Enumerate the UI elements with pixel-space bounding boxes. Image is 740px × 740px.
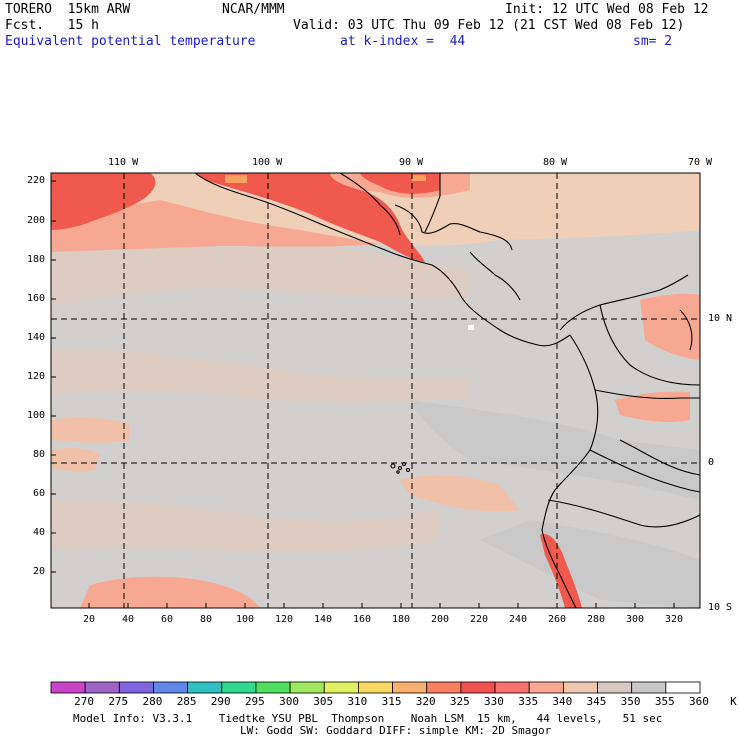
colorbar-swatch	[597, 681, 633, 694]
colorbar-label: 360	[689, 695, 709, 708]
colorbar-label: 310	[347, 695, 368, 708]
grid-y-label: 180	[27, 254, 46, 265]
colorbar-label: 335	[518, 695, 539, 708]
colorbar-swatch	[50, 681, 86, 694]
smoothing-info: sm= 2	[633, 34, 673, 49]
lon-label: 80 W	[543, 157, 568, 168]
colorbar-swatch	[255, 681, 291, 694]
grid-x-label: 100	[236, 614, 255, 625]
physics-info: LW: Godd SW: Goddard DIFF: simple KM: 2D…	[240, 724, 552, 737]
colorbar-label: 325	[449, 695, 470, 708]
colorbar-label: 315	[381, 695, 402, 708]
colorbar-label: 330	[484, 695, 504, 708]
colorbar-label: 305	[313, 695, 334, 708]
lon-label: 90 W	[399, 157, 424, 168]
map-frame	[50, 172, 701, 609]
grid-x-label: 180	[392, 614, 411, 625]
grid-x-label: 200	[431, 614, 450, 625]
grid-x-label: 120	[275, 614, 294, 625]
grid-y-label: 160	[27, 293, 46, 304]
colorbar-label: 350	[620, 695, 641, 708]
model-info: Model Info: V3.3.1 Tiedtke YSU PBL Thomp…	[73, 712, 663, 725]
coastlines	[194, 173, 700, 608]
colorbar-swatch	[562, 681, 598, 694]
grid-x-label: 220	[470, 614, 489, 625]
colorbar	[50, 681, 701, 694]
colorbar-label: 300	[279, 695, 299, 708]
colorbar-swatch	[289, 681, 325, 694]
lon-label: 100 W	[252, 157, 283, 168]
colorbar-label: 340	[552, 695, 573, 708]
grid-y-label: 20	[33, 566, 46, 577]
grid-y-label: 60	[33, 488, 46, 499]
grid-y-label: 120	[27, 371, 46, 382]
colorbar-swatch	[358, 681, 393, 694]
colorbar-label: K	[730, 695, 737, 708]
colorbar-swatch	[187, 681, 223, 694]
colorbar-swatch	[392, 681, 428, 694]
grid-y-label: 40	[33, 527, 46, 538]
map-field	[51, 173, 700, 608]
grid-x-label: 140	[314, 614, 333, 625]
colorbar-swatch	[528, 681, 564, 694]
lon-label: 110 W	[108, 157, 139, 168]
grid-x-label: 20	[83, 614, 96, 625]
valid-time: Valid: 03 UTC Thu 09 Feb 12 (21 CST Wed …	[293, 18, 685, 33]
colorbar-swatch	[153, 681, 189, 694]
grid-x-label: 60	[161, 614, 174, 625]
grid-x-label: 260	[548, 614, 567, 625]
lat-lon-grid	[51, 173, 700, 608]
colorbar-label: 320	[415, 695, 436, 708]
colorbar-label: 285	[176, 695, 197, 708]
ticks	[51, 180, 675, 608]
grid-y-label: 220	[27, 175, 46, 186]
colorbar-swatch	[631, 681, 667, 694]
lon-label: 70 W	[688, 157, 713, 168]
colorbar-swatch	[494, 681, 530, 694]
colorbar-label: 295	[244, 695, 265, 708]
grid-x-label: 40	[122, 614, 135, 625]
colorbar-label: 290	[210, 695, 231, 708]
grid-x-label: 160	[353, 614, 372, 625]
grid-y-label: 140	[27, 332, 46, 343]
field-name: Equivalent potential temperature	[5, 34, 256, 49]
colorbar-label: 355	[654, 695, 675, 708]
model-title: TORERO 15km ARW	[5, 2, 131, 17]
colorbar-label: 345	[586, 695, 607, 708]
colorbar-swatch	[118, 681, 154, 694]
grid-x-label: 80	[200, 614, 213, 625]
grid-y-label: 80	[33, 449, 46, 460]
init-time: Init: 12 UTC Wed 08 Feb 12	[505, 2, 709, 17]
colorbar-swatch	[84, 681, 120, 694]
lat-label: 10 S	[708, 602, 733, 613]
center-name: NCAR/MMM	[222, 2, 285, 17]
lat-label: 10 N	[708, 313, 733, 324]
colorbar-label: 270	[74, 695, 95, 708]
grid-x-label: 280	[587, 614, 606, 625]
colorbar-swatch	[460, 681, 496, 694]
grid-x-label: 240	[509, 614, 528, 625]
colorbar-swatch	[665, 681, 701, 694]
lat-label: 0	[708, 457, 715, 468]
grid-y-label: 100	[27, 410, 46, 421]
colorbar-swatch	[323, 681, 359, 694]
colorbar-swatch	[221, 681, 257, 694]
grid-y-label: 200	[27, 215, 46, 226]
colorbar-swatch	[426, 681, 462, 694]
colorbar-label: 280	[142, 695, 163, 708]
colorbar-label: 275	[108, 695, 129, 708]
grid-x-label: 300	[626, 614, 645, 625]
forecast-hour: Fcst. 15 h	[5, 18, 99, 33]
grid-x-label: 320	[665, 614, 684, 625]
level-info: at k-index = 44	[340, 34, 466, 49]
